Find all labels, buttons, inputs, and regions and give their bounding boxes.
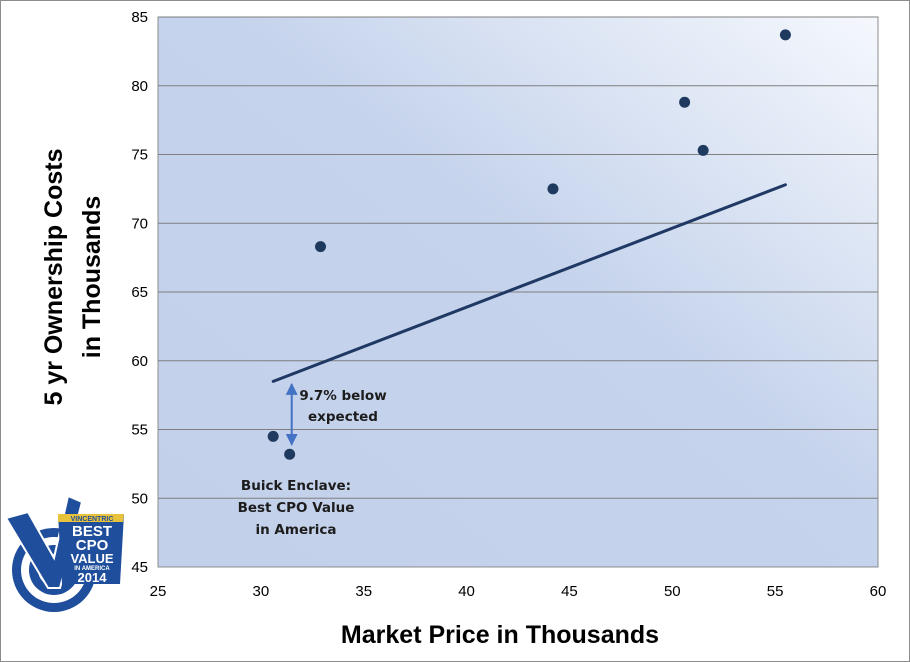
- trendline: [271, 183, 787, 383]
- data-points: [267, 29, 791, 460]
- badge-banner: [58, 514, 124, 584]
- callout-line2: Best CPO Value: [238, 500, 355, 516]
- badge-line3: CPO: [76, 537, 109, 554]
- y-axis-ticks: 45 50 55 60 65 70 75 80 85: [131, 9, 148, 576]
- data-point: [779, 29, 791, 41]
- x-tick-label: 40: [458, 583, 475, 600]
- x-axis-ticks: 25 30 35 40 45 50 55 60: [150, 583, 887, 600]
- gap-label-line1: 9.7% below: [299, 388, 386, 404]
- x-axis-title: Market Price in Thousands: [341, 621, 659, 649]
- data-point: [267, 430, 279, 442]
- gap-label-line2: expected: [308, 409, 378, 425]
- data-point: [547, 183, 559, 195]
- y-tick-label: 60: [131, 353, 148, 370]
- y-tick-label: 50: [131, 490, 148, 507]
- data-point: [284, 448, 296, 460]
- badge-line5: IN AMERICA: [74, 566, 110, 572]
- data-point: [697, 144, 709, 156]
- y-tick-label: 80: [131, 78, 148, 95]
- callout-line3: in America: [255, 522, 336, 538]
- badge-stripe: [58, 514, 124, 522]
- y-tick-label: 70: [131, 215, 148, 232]
- x-tick-label: 60: [870, 583, 887, 600]
- badge-line2: BEST: [72, 523, 112, 540]
- x-tick-label: 30: [253, 583, 270, 600]
- y-axis-title-line2: in Thousands: [78, 196, 106, 359]
- y-tick-label: 85: [131, 9, 148, 26]
- callout-line1: Buick Enclave:: [241, 478, 351, 494]
- vincentric-award-badge: VINCENTRIC BEST CPO VALUE IN AMERICA 201…: [4, 494, 124, 612]
- y-axis-title-line1: 5 yr Ownership Costs: [40, 148, 68, 405]
- gridlines: [158, 16, 878, 499]
- badge-line4: VALUE: [70, 551, 113, 566]
- y-tick-label: 55: [131, 422, 148, 439]
- x-tick-label: 25: [150, 583, 167, 600]
- data-point: [315, 241, 327, 253]
- badge-line6: 2014: [78, 570, 108, 585]
- y-tick-label: 45: [131, 559, 148, 576]
- y-tick-label: 65: [131, 284, 148, 301]
- x-tick-label: 50: [664, 583, 681, 600]
- y-tick-label: 75: [131, 147, 148, 164]
- badge-line1: VINCENTRIC: [71, 516, 114, 523]
- data-point: [679, 96, 691, 108]
- x-tick-label: 35: [355, 583, 372, 600]
- x-tick-label: 55: [767, 583, 784, 600]
- x-tick-label: 45: [561, 583, 578, 600]
